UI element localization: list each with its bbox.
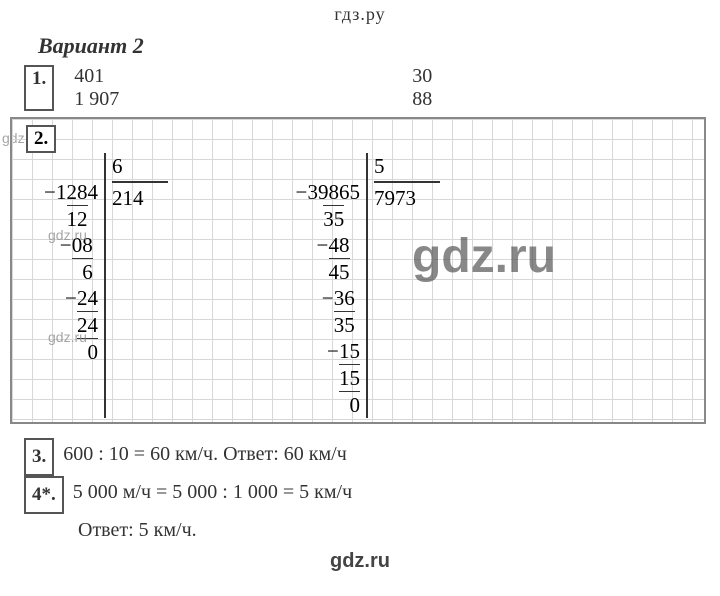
d1-quotient: 214 — [112, 181, 168, 211]
d2-quotient: 7973 — [374, 181, 440, 211]
p4-line1: 5 000 м/ч = 5 000 : 1 000 = 5 км/ч — [73, 481, 352, 503]
d1-s2: 6 — [72, 258, 93, 285]
d1-pad1 — [88, 207, 99, 231]
problem-1: 1. 401 1 907 30 88 — [0, 65, 720, 111]
d2-r4: 0 — [339, 391, 360, 418]
d1-r2: 24 — [77, 286, 98, 310]
problem-4: 4*. 5 000 м/ч = 5 000 : 1 000 = 5 км/ч — [24, 476, 720, 514]
problem-4-label: 4*. — [24, 476, 64, 514]
site-header: гдз.ру — [0, 0, 720, 25]
d2-s1: 35 — [323, 207, 344, 231]
d2-s2: 45 — [329, 258, 350, 285]
d2-s3: 35 — [334, 311, 355, 338]
d1-s1: 12 — [67, 207, 88, 231]
p1-a2: 1 907 — [74, 88, 412, 111]
answers-block: 3. 600 : 10 = 60 км/ч. Ответ: 60 км/ч 4*… — [0, 430, 720, 546]
problem-1-label: 1. — [24, 65, 54, 111]
long-division-2: 39865 35 48 45 36 35 15 15 0 5 7973 — [308, 153, 441, 418]
d2-r3: 15 — [339, 339, 360, 363]
watermark-footer: gdz.ru — [0, 546, 720, 573]
d2-s4: 15 — [339, 364, 360, 391]
d2-divisor: 5 — [374, 153, 440, 179]
p3-line: 600 : 10 = 60 км/ч. Ответ: 60 км/ч — [63, 443, 347, 465]
problem-3-label: 3. — [24, 438, 54, 476]
p1-b2: 88 — [412, 88, 432, 111]
d1-r3: 0 — [77, 338, 98, 365]
p1-b1: 30 — [412, 65, 432, 88]
d1-r1: 08 — [72, 233, 93, 257]
d1-divisor: 6 — [112, 153, 168, 179]
problem-2-box: 2. 1284 12 08 6 24 24 0 6 214 39865 35 4… — [10, 117, 706, 424]
problem-3: 3. 600 : 10 = 60 км/ч. Ответ: 60 км/ч — [24, 438, 720, 476]
d2-dividend: 39865 — [308, 180, 361, 204]
variant-title: Вариант 2 — [0, 25, 720, 65]
d2-pad1 — [344, 207, 360, 231]
d2-r2: 36 — [334, 286, 355, 310]
p1-a1: 401 — [74, 65, 412, 88]
d1-s3: 24 — [77, 311, 98, 338]
problem-2-label: 2. — [26, 125, 56, 153]
d2-r1: 48 — [329, 233, 350, 257]
long-division-1: 1284 12 08 6 24 24 0 6 214 — [56, 153, 168, 418]
d1-dividend: 1284 — [56, 180, 98, 204]
p4-line2: Ответ: 5 км/ч. — [24, 514, 720, 546]
